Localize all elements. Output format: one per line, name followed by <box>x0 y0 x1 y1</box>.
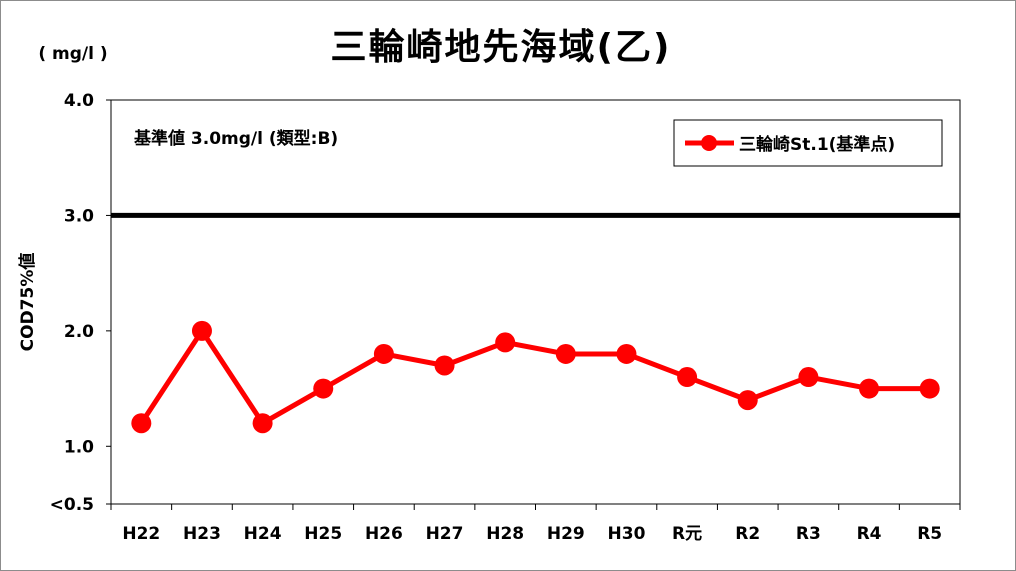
legend: 三輪崎St.1(基準点) <box>673 119 943 167</box>
x-axis: H22 H23 H24 H25 H26 H27 H28 H29 H30 R元 R2 R3 R4 R5 <box>110 504 961 544</box>
plot-area <box>110 99 961 505</box>
y-tick-label: 1.0 <box>64 437 94 457</box>
data-point <box>616 343 637 364</box>
x-tick-label: H24 <box>244 524 282 544</box>
data-point <box>313 378 334 399</box>
x-tick-label: H28 <box>486 524 524 544</box>
y-axis-label: COD75%値 <box>17 253 38 352</box>
data-point <box>737 390 758 411</box>
x-tick-label: H26 <box>365 524 403 544</box>
x-tick-label: H30 <box>608 524 646 544</box>
data-point <box>131 413 152 434</box>
chart-title: 三輪崎地先海域(乙) <box>331 26 672 68</box>
series-group <box>131 320 940 434</box>
x-tick-label: R元 <box>672 524 702 544</box>
x-tick-label: H27 <box>426 524 464 544</box>
legend-label: 三輪崎St.1(基準点) <box>739 134 895 155</box>
data-point <box>859 378 880 399</box>
y-tick-label: 2.0 <box>64 322 94 342</box>
y-tick-label: 3.0 <box>64 206 94 226</box>
x-tick-label: H25 <box>304 524 342 544</box>
x-tick-label: R4 <box>857 524 882 544</box>
data-point <box>798 367 819 388</box>
x-tick-label: H23 <box>183 524 221 544</box>
x-tick-label: R2 <box>735 524 760 544</box>
x-tick-label: R5 <box>917 524 942 544</box>
data-point <box>495 332 516 353</box>
x-tick-label: H22 <box>122 524 160 544</box>
data-point <box>555 343 576 364</box>
legend-marker-swatch <box>701 135 717 151</box>
y-axis: <0.5 1.0 2.0 3.0 4.0 <box>50 91 111 515</box>
series-line <box>139 328 930 426</box>
data-point <box>677 367 698 388</box>
data-point <box>252 413 273 434</box>
x-tick-label: R3 <box>796 524 821 544</box>
data-point <box>373 343 394 364</box>
y-tick-label: 4.0 <box>64 91 94 111</box>
data-point <box>191 320 212 341</box>
y-tick-label: <0.5 <box>50 495 94 515</box>
x-tick-label: H29 <box>547 524 585 544</box>
data-point <box>919 378 940 399</box>
data-point <box>434 355 455 376</box>
y-unit-label: ( mg/l ) <box>38 44 107 64</box>
standard-annotation: 基準値 3.0mg/l (類型:B) <box>133 128 338 149</box>
